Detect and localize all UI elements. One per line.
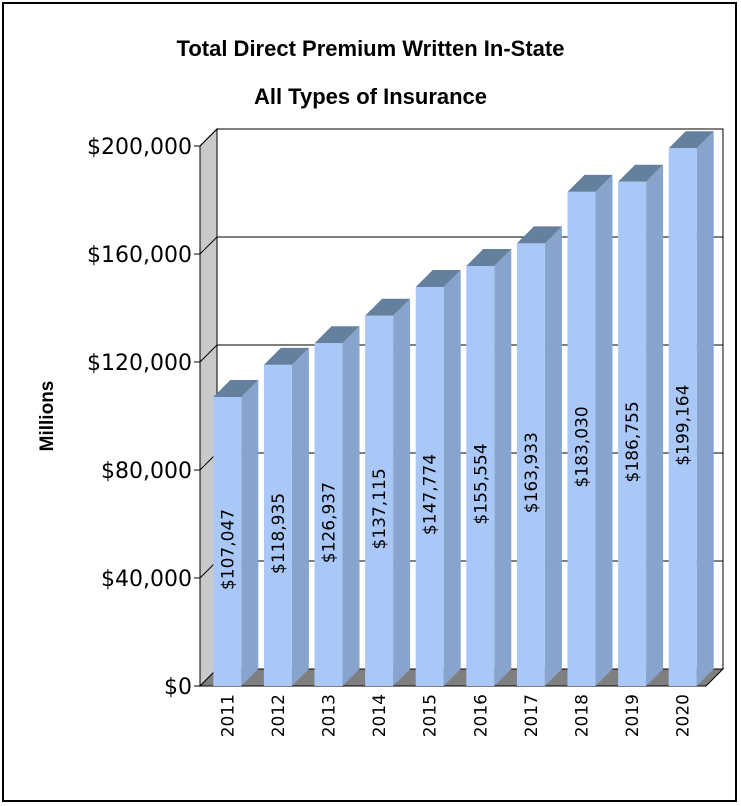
x-tick-label: 2012 — [269, 694, 289, 737]
data-label: $126,937 — [320, 482, 340, 563]
bar-side — [595, 174, 613, 686]
bar — [466, 249, 512, 686]
x-tick-label: 2011 — [218, 694, 238, 737]
data-label: $107,047 — [218, 509, 238, 590]
gridline-side — [199, 344, 218, 363]
bar-front — [314, 343, 343, 686]
bar — [263, 347, 309, 686]
bar-side — [646, 164, 664, 687]
bar — [314, 326, 360, 686]
bar-top — [668, 131, 714, 149]
bar-front — [415, 287, 444, 686]
bar-top — [263, 347, 309, 365]
bar-side — [241, 379, 259, 686]
bar-top — [618, 164, 664, 182]
gridline-side — [199, 128, 218, 147]
bar — [618, 164, 664, 687]
bar-front — [263, 364, 292, 686]
bar-side — [393, 298, 411, 686]
bar-top — [567, 174, 613, 192]
bar-top — [415, 270, 461, 288]
y-tick-label: $80,000 — [101, 459, 192, 484]
gridline-side — [199, 236, 218, 255]
x-tick-label: 2015 — [421, 694, 441, 737]
y-tick-label: $160,000 — [87, 243, 192, 268]
data-label: $186,755 — [623, 401, 643, 482]
bar-front — [466, 266, 495, 686]
bar-side — [291, 347, 309, 686]
bar-side — [443, 270, 461, 686]
chart-title: Total Direct Premium Written In-State — [176, 36, 565, 61]
x-tick-label: 2020 — [674, 694, 694, 737]
bar — [213, 379, 259, 686]
bar-front — [668, 148, 697, 686]
bar-front — [516, 243, 545, 686]
chart-subtitle: All Types of Insurance — [253, 84, 488, 109]
bar — [668, 131, 714, 686]
x-tick-label: 2019 — [623, 694, 643, 737]
data-label: $118,935 — [269, 493, 289, 574]
y-tick-label: $40,000 — [101, 567, 192, 592]
bar-top — [365, 298, 411, 316]
bar-front — [618, 181, 647, 686]
x-tick-label: 2018 — [573, 694, 593, 737]
bar-top — [516, 226, 562, 244]
x-tick-label: 2014 — [370, 694, 390, 737]
data-label: $163,933 — [522, 432, 542, 513]
bar-top — [213, 379, 259, 397]
x-tick-label: 2017 — [522, 694, 542, 737]
data-label: $183,030 — [573, 406, 593, 487]
bar-side — [494, 249, 512, 686]
data-label: $137,115 — [370, 468, 390, 549]
x-tick-label: 2013 — [320, 694, 340, 737]
y-tick-label: $0 — [164, 675, 192, 700]
bar-side — [544, 226, 562, 686]
bar — [365, 298, 411, 686]
x-tick-label: 2016 — [471, 694, 491, 737]
y-tick-label: $120,000 — [87, 351, 192, 376]
bar — [567, 174, 613, 686]
bar-top — [314, 326, 360, 344]
bar-front — [567, 191, 596, 686]
bar — [516, 226, 562, 686]
bar-side — [696, 131, 714, 686]
bar-front — [213, 396, 242, 686]
y-axis-title: Millions — [37, 381, 58, 452]
bar — [415, 270, 461, 686]
y-tick-label: $200,000 — [87, 135, 192, 160]
bar-side — [342, 326, 360, 686]
bar-front — [365, 315, 394, 686]
data-label: $199,164 — [674, 385, 694, 466]
data-label: $155,554 — [471, 443, 491, 524]
data-label: $147,774 — [421, 454, 441, 535]
bar-top — [466, 249, 512, 267]
